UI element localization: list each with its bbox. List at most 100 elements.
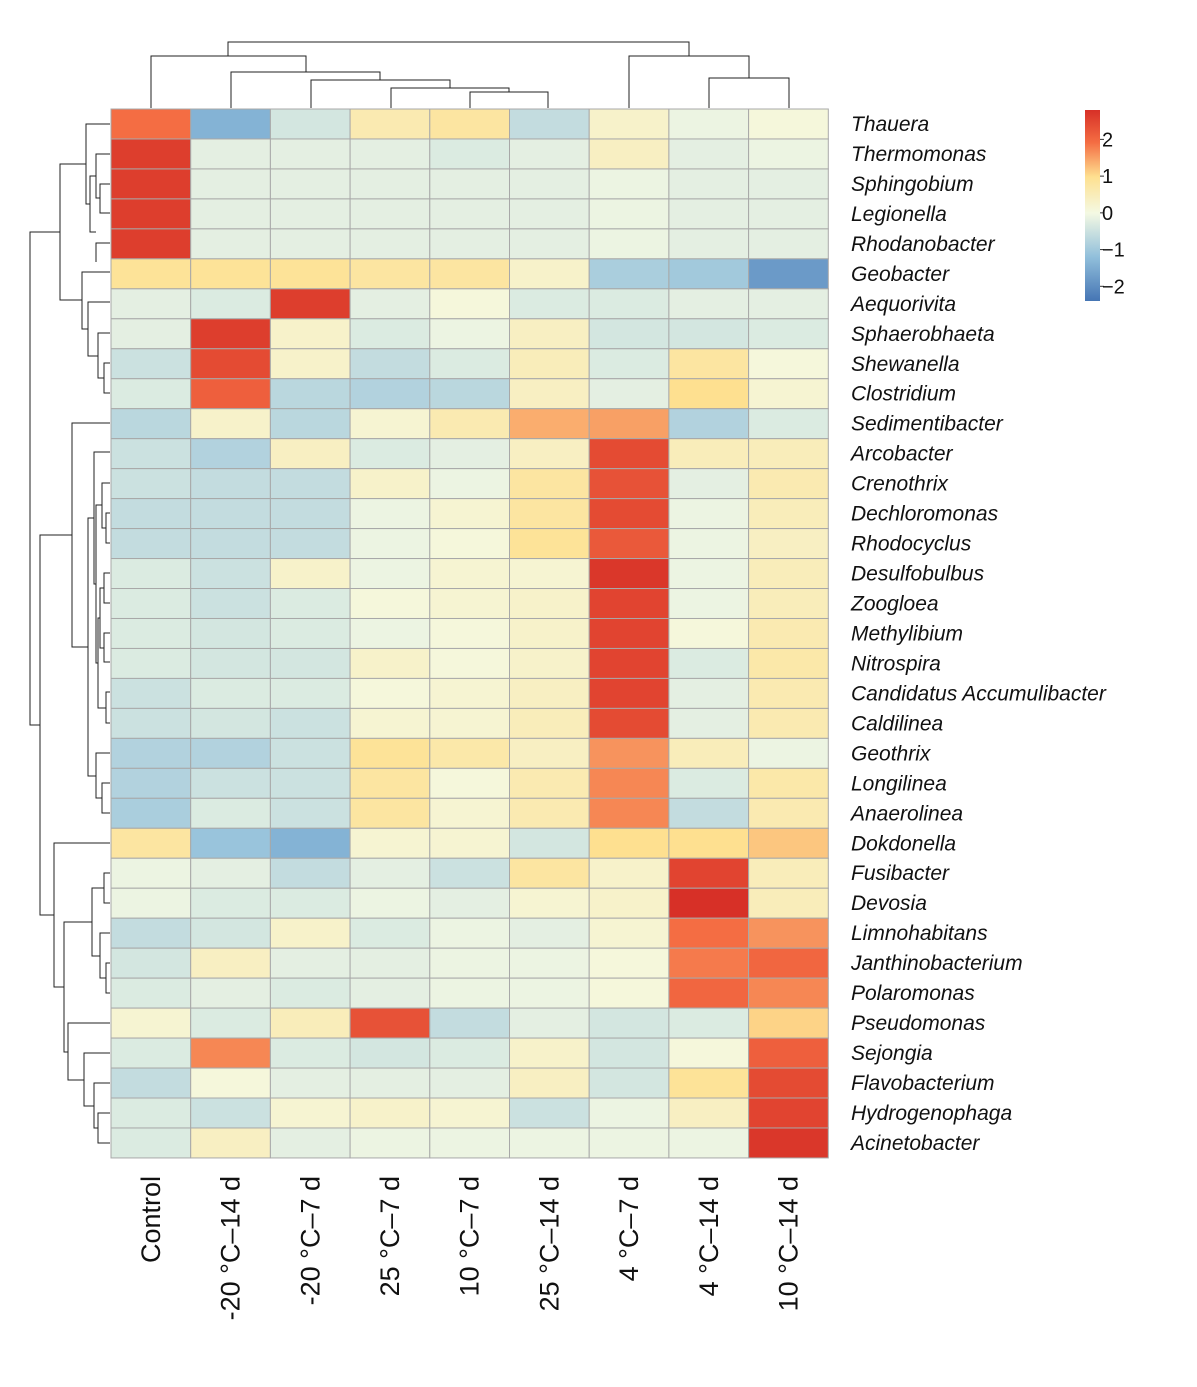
heatmap-cell bbox=[509, 1067, 590, 1099]
row-label: Arcobacter bbox=[849, 443, 954, 466]
heatmap-cell bbox=[588, 1007, 670, 1039]
heatmap-cell bbox=[668, 887, 750, 919]
heatmap-cell bbox=[429, 348, 510, 380]
heatmap-cell bbox=[110, 827, 192, 859]
heatmap-cell bbox=[349, 947, 431, 979]
heatmap-cell bbox=[349, 1097, 431, 1129]
heatmap-cell bbox=[269, 647, 351, 679]
heatmap-cell bbox=[509, 797, 590, 829]
heatmap-cell bbox=[110, 767, 192, 799]
heatmap-cell bbox=[190, 1007, 271, 1039]
heatmap-cell bbox=[748, 258, 829, 290]
heatmap-cell bbox=[748, 438, 829, 470]
row-label: Sphingobium bbox=[851, 173, 974, 196]
heatmap-cell bbox=[588, 1067, 670, 1099]
heatmap-cell bbox=[269, 1097, 351, 1129]
heatmap-cell bbox=[190, 168, 271, 200]
heatmap-cell bbox=[349, 528, 431, 560]
heatmap-cell bbox=[509, 887, 590, 919]
heatmap-cell bbox=[269, 378, 351, 410]
heatmap-cell bbox=[588, 977, 670, 1009]
heatmap-cell bbox=[190, 228, 271, 260]
heatmap-cell bbox=[588, 138, 670, 170]
heatmap-cell bbox=[429, 1037, 510, 1069]
heatmap-cell bbox=[269, 707, 351, 739]
heatmap-cell bbox=[588, 378, 670, 410]
heatmap-cell bbox=[588, 707, 670, 739]
row-label: Sejongia bbox=[851, 1042, 933, 1065]
heatmap-cell bbox=[429, 977, 510, 1009]
heatmap-cell bbox=[588, 857, 670, 889]
heatmap-cell bbox=[110, 1037, 192, 1069]
heatmap-cell bbox=[269, 288, 351, 320]
heatmap-cell bbox=[110, 288, 192, 320]
heatmap-cell bbox=[429, 737, 510, 769]
heatmap-cell bbox=[190, 138, 271, 170]
row-label: Dokdonella bbox=[851, 832, 956, 855]
heatmap-cell bbox=[190, 528, 271, 560]
heatmap-cell bbox=[349, 917, 431, 949]
heatmap-cell bbox=[668, 498, 750, 530]
heatmap-cell bbox=[668, 1097, 750, 1129]
heatmap-cell bbox=[349, 647, 431, 679]
heatmap-cell bbox=[509, 588, 590, 619]
heatmap-cell bbox=[668, 707, 750, 739]
heatmap-cell bbox=[748, 318, 829, 350]
heatmap-cell bbox=[349, 378, 431, 410]
row-label: Janthinobacterium bbox=[850, 952, 1023, 975]
heatmap-cell bbox=[748, 677, 829, 709]
heatmap-cell bbox=[588, 228, 670, 260]
heatmap-cell bbox=[190, 408, 271, 440]
heatmap-cell bbox=[429, 857, 510, 889]
heatmap-cell bbox=[190, 1067, 271, 1099]
heatmap-cell bbox=[588, 1127, 670, 1159]
heatmap-cell bbox=[509, 318, 590, 350]
heatmap-cell bbox=[588, 767, 670, 799]
heatmap-cell bbox=[668, 288, 750, 320]
heatmap-cell bbox=[110, 378, 192, 410]
heatmap-cell bbox=[509, 378, 590, 410]
heatmap-cell bbox=[588, 827, 670, 859]
heatmap-cell bbox=[668, 947, 750, 979]
heatmap-cell bbox=[429, 677, 510, 709]
heatmap-cell bbox=[668, 767, 750, 799]
heatmap-cell bbox=[349, 1127, 431, 1159]
heatmap-cell bbox=[110, 1127, 192, 1159]
heatmap-cell bbox=[349, 438, 431, 470]
heatmap-cell bbox=[668, 528, 750, 560]
heatmap-cell bbox=[748, 887, 829, 919]
heatmap-cell bbox=[269, 558, 351, 590]
heatmap-cell bbox=[588, 108, 670, 140]
heatmap-cell bbox=[748, 647, 829, 679]
column-dendrogram-links bbox=[150, 41, 790, 108]
row-label: Geobacter bbox=[851, 263, 950, 286]
heatmap-cell bbox=[429, 947, 510, 979]
heatmap-cell bbox=[509, 1007, 590, 1039]
heatmap-cell bbox=[509, 1097, 590, 1129]
heatmap-cell bbox=[748, 707, 829, 739]
heatmap-cell bbox=[588, 258, 670, 290]
heatmap-cell bbox=[110, 588, 192, 619]
heatmap-cell bbox=[748, 1007, 829, 1039]
heatmap-cell bbox=[429, 468, 510, 500]
heatmap-cell bbox=[588, 917, 670, 949]
heatmap-cell bbox=[748, 138, 829, 170]
heatmap-cell bbox=[588, 168, 670, 200]
heatmap-cell bbox=[668, 917, 750, 949]
heatmap-cell bbox=[190, 1127, 271, 1159]
color-legend: 2 1 0 −1 −2 bbox=[1085, 110, 1125, 301]
heatmap-cell bbox=[349, 198, 431, 230]
heatmap-cell bbox=[190, 977, 271, 1009]
heatmap-cell bbox=[588, 438, 670, 470]
heatmap-cell bbox=[269, 617, 351, 649]
heatmap-cell bbox=[588, 318, 670, 350]
heatmap-cell bbox=[110, 707, 192, 739]
row-dendrogram bbox=[29, 123, 110, 1144]
heatmap-cell bbox=[509, 198, 590, 230]
heatmap-cell bbox=[269, 198, 351, 230]
heatmap-cell bbox=[668, 438, 750, 470]
heatmap-cell bbox=[349, 1037, 431, 1069]
heatmap-cell bbox=[748, 558, 829, 590]
heatmap-cell bbox=[190, 468, 271, 500]
